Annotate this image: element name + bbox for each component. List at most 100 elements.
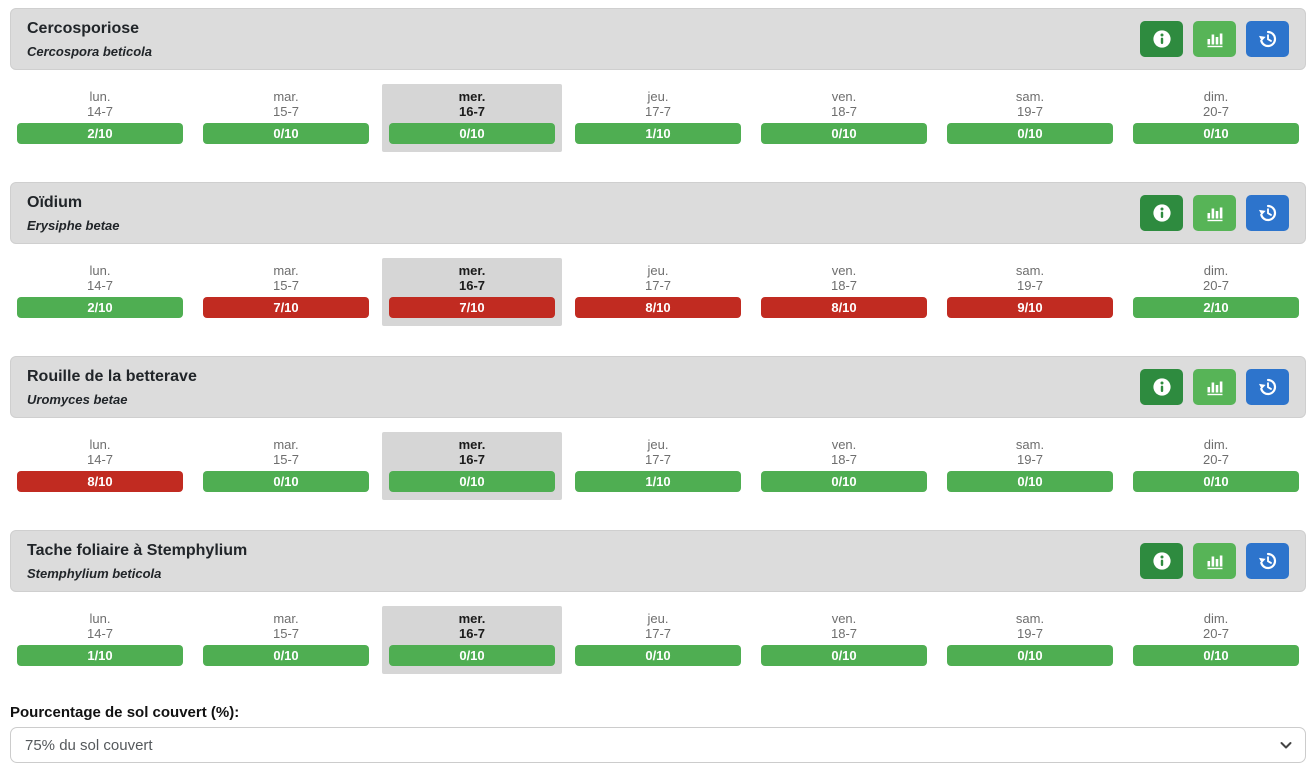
- day-cell: sam. 19-7 0/10: [940, 606, 1120, 674]
- day-name: dim.: [1203, 611, 1229, 626]
- chart-button[interactable]: [1193, 369, 1236, 405]
- risk-score-bar: 0/10: [947, 645, 1113, 666]
- soil-cover-select[interactable]: 75% du sol couvert: [10, 727, 1306, 763]
- disease-panel-header: Tache foliaire à Stemphylium Stemphylium…: [10, 530, 1306, 592]
- risk-score-bar: 0/10: [1133, 123, 1299, 144]
- history-icon: [1258, 30, 1276, 48]
- day-cell: ven. 18-7 8/10: [754, 258, 934, 326]
- risk-score-bar: 0/10: [389, 123, 555, 144]
- day-cell: sam. 19-7 0/10: [940, 432, 1120, 500]
- day-name: sam.: [1015, 437, 1045, 452]
- day-name: sam.: [1015, 611, 1045, 626]
- day-cell: dim. 20-7 0/10: [1126, 606, 1306, 674]
- day-name: ven.: [831, 437, 857, 452]
- day-cell: jeu. 17-7 0/10: [568, 606, 748, 674]
- risk-score-bar: 0/10: [203, 471, 369, 492]
- panel-actions: [1140, 195, 1289, 231]
- chart-button[interactable]: [1193, 195, 1236, 231]
- day-date: 17-7: [644, 626, 672, 641]
- panel-actions: [1140, 543, 1289, 579]
- day-date: 18-7: [830, 626, 858, 641]
- day-date: 20-7: [1202, 104, 1230, 119]
- day-cell: jeu. 17-7 1/10: [568, 432, 748, 500]
- info-button[interactable]: [1140, 21, 1183, 57]
- risk-score-bar: 0/10: [947, 123, 1113, 144]
- risk-score-bar: 0/10: [203, 645, 369, 666]
- info-button[interactable]: [1140, 543, 1183, 579]
- day-date: 19-7: [1016, 278, 1044, 293]
- day-name: jeu.: [647, 611, 669, 626]
- forecast-week-row: lun. 14-7 2/10 mar. 15-7 0/10 mer. 16-7 0/10 j…: [10, 84, 1306, 152]
- day-name: mar.: [273, 263, 299, 278]
- chart-button[interactable]: [1193, 543, 1236, 579]
- day-cell-today: mer. 16-7 7/10: [382, 258, 562, 326]
- day-date: 16-7: [458, 104, 486, 119]
- bar-chart-icon: [1207, 33, 1222, 47]
- day-name: sam.: [1015, 263, 1045, 278]
- history-button[interactable]: [1246, 195, 1289, 231]
- bar-chart-icon: [1207, 207, 1222, 221]
- disease-latin-name: Uromyces betae: [27, 392, 128, 407]
- risk-score-bar: 7/10: [203, 297, 369, 318]
- disease-titles: Cercosporiose Cercospora beticola: [27, 19, 152, 59]
- panel-actions: [1140, 369, 1289, 405]
- day-date: 16-7: [458, 452, 486, 467]
- history-button[interactable]: [1246, 543, 1289, 579]
- day-date: 18-7: [830, 104, 858, 119]
- panel-oidium: Oïdium Erysiphe betae lun. 14-7 2/10 mar. 1…: [10, 182, 1306, 326]
- day-name: mar.: [273, 437, 299, 452]
- day-date: 19-7: [1016, 452, 1044, 467]
- disease-latin-name: Stemphylium beticola: [27, 566, 162, 581]
- day-cell: sam. 19-7 9/10: [940, 258, 1120, 326]
- day-date: 16-7: [458, 278, 486, 293]
- disease-panel-header: Cercosporiose Cercospora beticola: [10, 8, 1306, 70]
- risk-score-bar: 1/10: [575, 471, 741, 492]
- disease-title: Tache foliaire à Stemphylium: [27, 542, 248, 559]
- day-cell: lun. 14-7 8/10: [10, 432, 190, 500]
- day-cell: dim. 20-7 2/10: [1126, 258, 1306, 326]
- disease-title: Rouille de la betterave: [27, 368, 197, 385]
- day-date: 14-7: [86, 278, 114, 293]
- day-date: 18-7: [830, 278, 858, 293]
- day-date: 14-7: [86, 104, 114, 119]
- risk-score-bar: 0/10: [947, 471, 1113, 492]
- disease-panel-header: Rouille de la betterave Uromyces betae: [10, 356, 1306, 418]
- risk-score-bar: 0/10: [575, 645, 741, 666]
- day-name: mer.: [458, 89, 486, 104]
- history-button[interactable]: [1246, 21, 1289, 57]
- day-name: sam.: [1015, 89, 1045, 104]
- risk-score-bar: 2/10: [17, 297, 183, 318]
- day-name: jeu.: [647, 437, 669, 452]
- day-name: jeu.: [647, 263, 669, 278]
- day-date: 15-7: [272, 104, 300, 119]
- day-cell: mar. 15-7 0/10: [196, 432, 376, 500]
- panel-rouille: Rouille de la betterave Uromyces betae l…: [10, 356, 1306, 500]
- info-button[interactable]: [1140, 369, 1183, 405]
- risk-score-bar: 0/10: [389, 471, 555, 492]
- bar-chart-icon: [1207, 381, 1222, 395]
- day-name: mar.: [273, 611, 299, 626]
- day-cell: lun. 14-7 1/10: [10, 606, 190, 674]
- day-cell-today: mer. 16-7 0/10: [382, 606, 562, 674]
- history-icon: [1258, 204, 1276, 222]
- day-date: 16-7: [458, 626, 486, 641]
- day-name: mar.: [273, 89, 299, 104]
- risk-score-bar: 8/10: [761, 297, 927, 318]
- day-cell: jeu. 17-7 1/10: [568, 84, 748, 152]
- forecast-week-row: lun. 14-7 8/10 mar. 15-7 0/10 mer. 16-7 0/10 j…: [10, 432, 1306, 500]
- day-date: 20-7: [1202, 278, 1230, 293]
- disease-latin-name: Cercospora beticola: [27, 44, 152, 59]
- day-cell: lun. 14-7 2/10: [10, 258, 190, 326]
- day-date: 18-7: [830, 452, 858, 467]
- history-button[interactable]: [1246, 369, 1289, 405]
- info-icon: [1152, 378, 1171, 396]
- day-name: dim.: [1203, 89, 1229, 104]
- soil-cover-select-wrap: 75% du sol couvert: [10, 727, 1306, 763]
- info-button[interactable]: [1140, 195, 1183, 231]
- panel-cercosporiose: Cercosporiose Cercospora beticola lun. 14…: [10, 8, 1306, 152]
- risk-score-bar: 0/10: [761, 123, 927, 144]
- risk-score-bar: 0/10: [761, 471, 927, 492]
- risk-score-bar: 0/10: [1133, 645, 1299, 666]
- chart-button[interactable]: [1193, 21, 1236, 57]
